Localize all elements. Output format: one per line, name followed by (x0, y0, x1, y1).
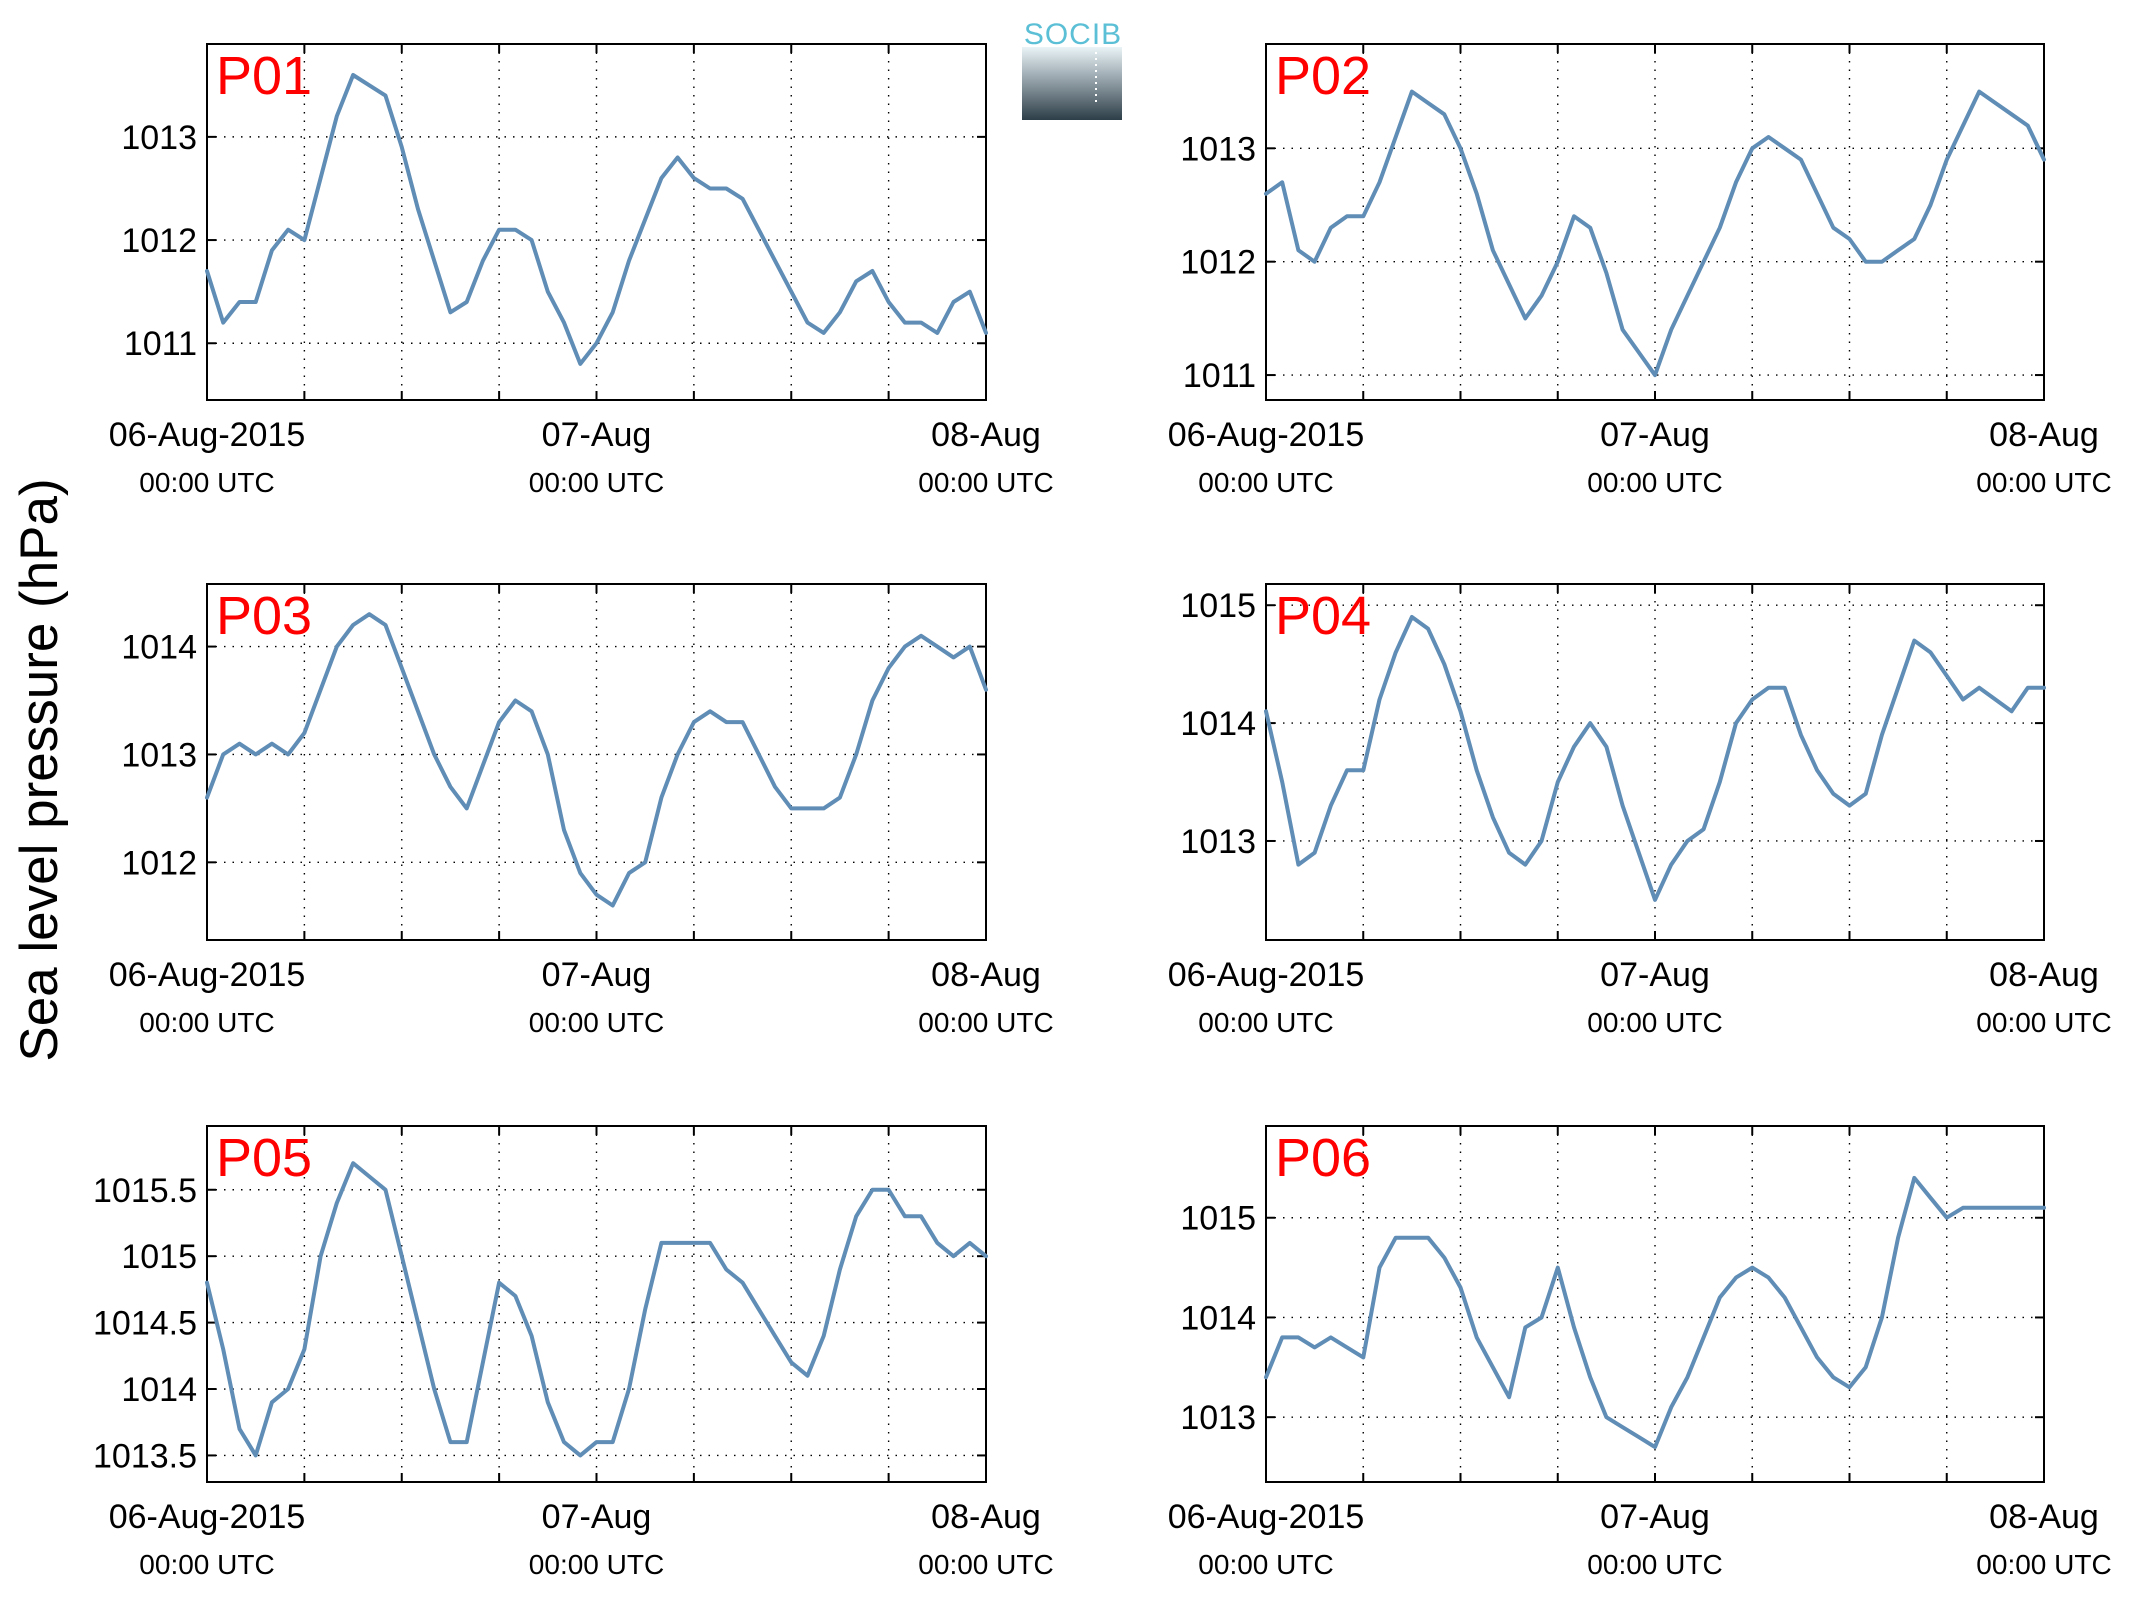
panel-p01: 1011 1012 1013 06-Aug-2015 00:00 UTC 07-Aug 00… (109, 43, 1054, 498)
panel-p05: 1013.5 1014 1014.5 1015 1015.5 06-Aug-2015 00:… (93, 1125, 1054, 1580)
y-tick-label: 1012 (121, 844, 197, 882)
y-tick-label: 1013.5 (93, 1437, 197, 1475)
y-tick-label: 1013 (1180, 130, 1256, 168)
y-tick-label: 1014 (1180, 1299, 1256, 1337)
y-tick-label: 1011 (124, 325, 197, 363)
series-line (205, 1161, 988, 1458)
y-tick-label: 1015 (121, 1238, 197, 1276)
x-tick-label-date: 07-Aug (542, 956, 652, 994)
x-tick-label-date: 07-Aug (1600, 956, 1710, 994)
panel-title: P05 (216, 1128, 312, 1188)
x-tick-label-time: 00:00 UTC (1198, 467, 1333, 498)
series-line (1264, 89, 2046, 378)
x-tick-label-time: 00:00 UTC (1976, 1549, 2111, 1580)
y-tick-label: 1015 (1180, 1200, 1256, 1238)
axes-frame (206, 43, 987, 401)
y-axis-label: Sea level pressure (hPa) (10, 478, 69, 1061)
x-tick-label-date: 07-Aug (542, 1498, 652, 1536)
panel-p02: 1011 1012 1013 06-Aug-2015 00:00 UTC 07-Aug 00… (1168, 43, 2112, 498)
x-tick-label-date: 08-Aug (1989, 1498, 2099, 1536)
y-tick-label: 1013 (121, 736, 197, 774)
x-tick-label-date: 08-Aug (931, 1498, 1041, 1536)
y-tick-label: 1012 (1180, 244, 1256, 282)
logo-text: SOCIB (1024, 18, 1122, 51)
panel-title: P03 (216, 586, 312, 646)
x-tick-label-date: 08-Aug (1989, 956, 2099, 994)
y-tick-label: 1015 (1180, 587, 1256, 625)
x-tick-label-date: 07-Aug (542, 416, 652, 454)
y-tick-label: 1014.5 (93, 1305, 197, 1343)
y-tick-label: 1013 (1180, 1399, 1256, 1437)
x-tick-label-time: 00:00 UTC (918, 467, 1053, 498)
x-tick-label-date: 06-Aug-2015 (109, 416, 306, 454)
x-tick-label-date: 08-Aug (1989, 416, 2099, 454)
axes-frame (206, 1125, 987, 1483)
series-line (1264, 1175, 2046, 1450)
x-tick-label-time: 00:00 UTC (1587, 1549, 1722, 1580)
x-tick-label-time: 00:00 UTC (1976, 1007, 2111, 1038)
series-line (205, 612, 988, 908)
y-tick-label: 1014 (1180, 705, 1256, 743)
panel-title: P01 (216, 46, 312, 106)
series-line (1264, 615, 2046, 902)
x-tick-label-time: 00:00 UTC (918, 1007, 1053, 1038)
x-tick-label-date: 06-Aug-2015 (109, 956, 306, 994)
x-tick-label-time: 00:00 UTC (1587, 1007, 1722, 1038)
panel-title: P02 (1275, 46, 1371, 106)
x-tick-label-time: 00:00 UTC (529, 1549, 664, 1580)
x-tick-label-time: 00:00 UTC (529, 1007, 664, 1038)
axes-frame (1265, 583, 2045, 941)
x-tick-label-date: 06-Aug-2015 (1168, 1498, 1365, 1536)
logo-mark (1022, 47, 1122, 120)
x-tick-label-date: 06-Aug-2015 (1168, 956, 1365, 994)
x-tick-label-time: 00:00 UTC (139, 1549, 274, 1580)
panel-p03: 1012 1013 1014 06-Aug-2015 00:00 UTC 07-Aug 00… (109, 583, 1054, 1038)
x-tick-label-time: 00:00 UTC (529, 467, 664, 498)
x-tick-label-date: 07-Aug (1600, 416, 1710, 454)
axes-frame (206, 583, 987, 941)
y-tick-label: 1014 (121, 629, 197, 667)
y-tick-label: 1013 (121, 119, 197, 157)
x-tick-label-time: 00:00 UTC (1198, 1007, 1333, 1038)
y-tick-label: 1014 (121, 1371, 197, 1409)
axes-frame (1265, 43, 2045, 401)
x-tick-label-date: 07-Aug (1600, 1498, 1710, 1536)
x-tick-label-time: 00:00 UTC (918, 1549, 1053, 1580)
y-tick-label: 1013 (1180, 823, 1256, 861)
panel-title: P06 (1275, 1128, 1371, 1188)
y-tick-label: 1012 (121, 222, 197, 260)
x-tick-label-date: 06-Aug-2015 (1168, 416, 1365, 454)
panel-p06: 1013 1014 1015 06-Aug-2015 00:00 UTC 07-Aug 00… (1168, 1125, 2112, 1580)
x-tick-label-time: 00:00 UTC (1198, 1549, 1333, 1580)
x-tick-label-time: 00:00 UTC (1587, 467, 1722, 498)
axes-frame (1265, 1125, 2045, 1483)
x-tick-label-time: 00:00 UTC (1976, 467, 2111, 498)
x-tick-label-time: 00:00 UTC (139, 1007, 274, 1038)
x-tick-label-date: 06-Aug-2015 (109, 1498, 306, 1536)
panel-p04: 1013 1014 1015 06-Aug-2015 00:00 UTC 07-Aug 00… (1168, 583, 2112, 1038)
x-tick-label-time: 00:00 UTC (139, 467, 274, 498)
socib-logo: SOCIB (1022, 18, 1122, 120)
series-line (205, 73, 988, 366)
y-tick-label: 1015.5 (93, 1172, 197, 1210)
x-tick-label-date: 08-Aug (931, 956, 1041, 994)
y-tick-label: 1011 (1183, 357, 1256, 395)
x-tick-label-date: 08-Aug (931, 416, 1041, 454)
panel-title: P04 (1275, 586, 1371, 646)
